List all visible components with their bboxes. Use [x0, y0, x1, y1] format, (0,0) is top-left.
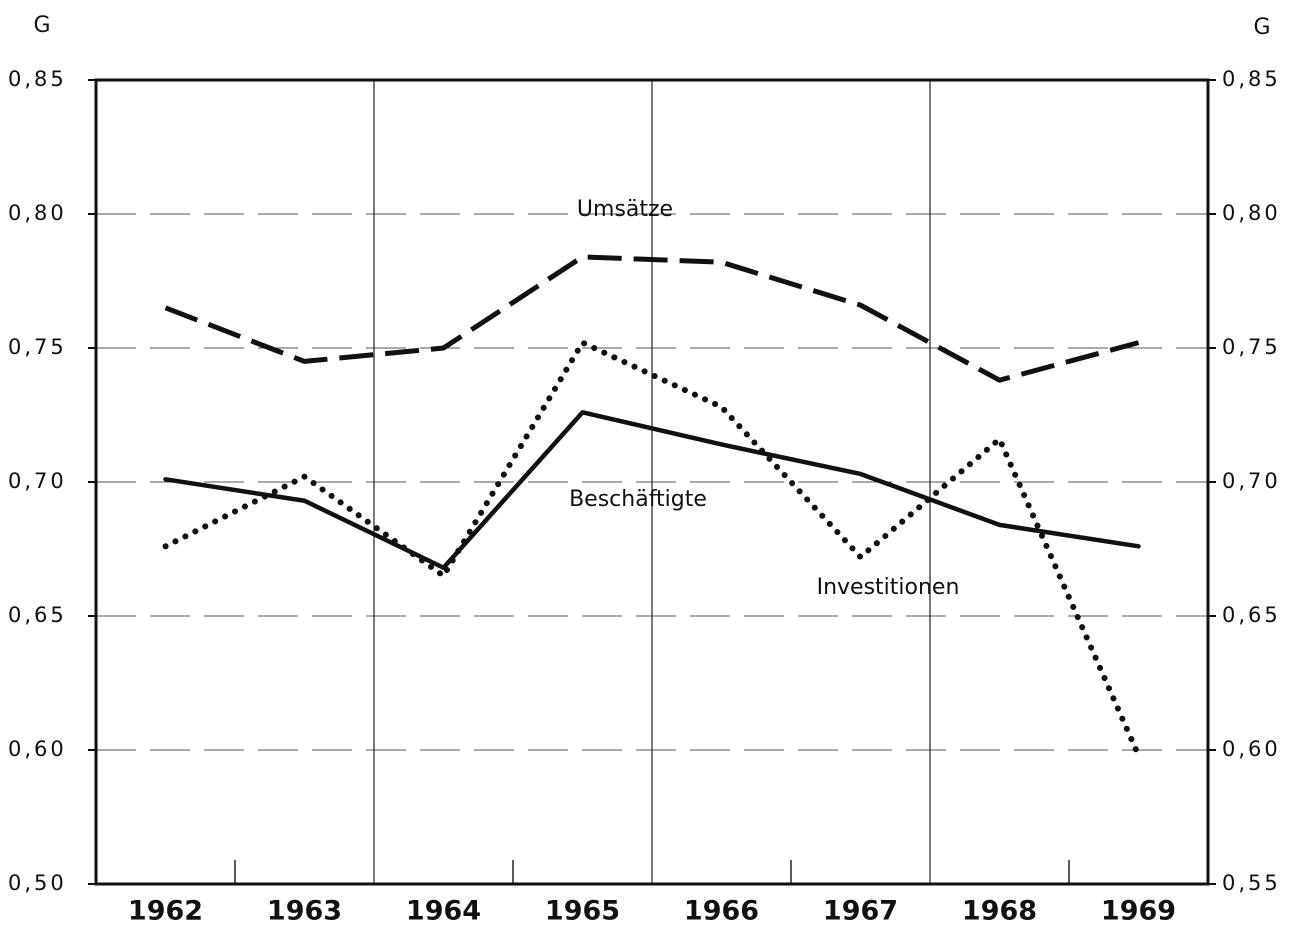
x-tick-label: 1969	[1101, 896, 1176, 927]
series-line	[163, 410, 1141, 571]
y-tick-label: 0,80	[8, 201, 67, 225]
y2-tick-label: 0,85	[1222, 67, 1281, 91]
y-tick-label: 0,75	[8, 335, 67, 359]
plot-frame	[94, 78, 1210, 886]
y2-tick-label: 0,65	[1222, 603, 1281, 627]
y-tick-label: 0,50	[8, 871, 67, 895]
series-label: Investitionen	[817, 575, 960, 600]
y-tick-label: 0,85	[8, 67, 67, 91]
y2-tick-label: 0,70	[1222, 469, 1281, 493]
y2-tick-label: 0,80	[1222, 201, 1281, 225]
series-line	[164, 254, 1140, 383]
x-tick-label: 1967	[823, 896, 898, 927]
x-tick-label: 1966	[684, 896, 759, 927]
x-tick-label: 1964	[406, 896, 481, 927]
y-tick-label: 0,60	[8, 737, 67, 761]
series-label: Umsätze	[577, 197, 673, 222]
series-line	[162, 339, 1142, 759]
x-tick-label: 1965	[545, 896, 620, 927]
x-tick-label: 1963	[267, 896, 342, 927]
y2-tick-label: 0,60	[1222, 737, 1281, 761]
y2-axis-label: G	[1253, 15, 1270, 40]
x-tick-label: 1968	[962, 896, 1037, 927]
y-tick-label: 0,70	[8, 469, 67, 493]
y-axis-label: G	[33, 13, 50, 38]
y2-tick-label: 0,75	[1222, 335, 1281, 359]
x-tick-label: 1962	[128, 896, 203, 927]
y2-tick-label: 0,55	[1222, 871, 1281, 895]
series-label: Beschäftigte	[569, 487, 707, 512]
y-tick-label: 0,65	[8, 603, 67, 627]
